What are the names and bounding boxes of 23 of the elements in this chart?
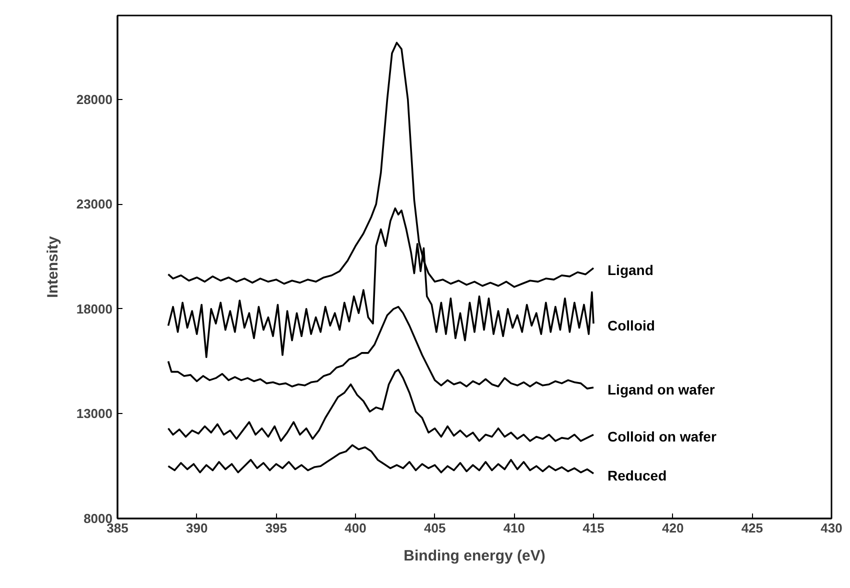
x-tick-label: 425: [741, 520, 764, 536]
series-label: Ligand: [608, 262, 654, 278]
x-tick-label: 405: [424, 520, 446, 536]
y-tick-label: 28000: [76, 92, 113, 107]
x-tick-label: 420: [662, 520, 684, 536]
series-label: Colloid on wafer: [608, 428, 717, 445]
series-label: Reduced: [608, 467, 667, 484]
series-label: Ligand on wafer: [608, 382, 716, 398]
y-tick-label: 23000: [76, 196, 113, 212]
x-tick-label: 410: [503, 520, 526, 536]
x-axis-title: Binding energy (eV): [404, 548, 546, 564]
x-tick-label: 400: [344, 520, 366, 536]
x-tick-label: 415: [582, 520, 604, 536]
series-label: Colloid: [608, 318, 655, 334]
y-tick-label: 18000: [76, 301, 113, 316]
x-tick-label: 395: [265, 520, 288, 536]
x-tick-label: 390: [186, 520, 208, 536]
line-series: [167, 306, 594, 390]
line-series: [167, 368, 594, 442]
x-tick-label: 430: [820, 520, 842, 536]
line-series: [167, 444, 594, 474]
y-axis-title: Intensity: [44, 236, 62, 298]
y-tick-label: 13000: [76, 406, 113, 422]
